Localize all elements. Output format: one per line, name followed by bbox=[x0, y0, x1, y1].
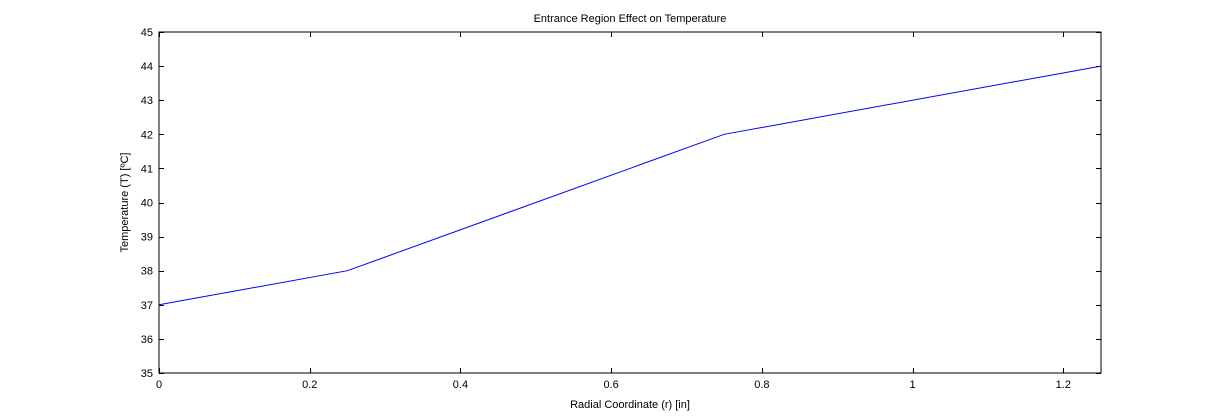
y-tick-label: 39 bbox=[141, 232, 153, 244]
x-tick-label: 0.4 bbox=[453, 379, 468, 391]
x-tick-label: 1.2 bbox=[1056, 379, 1071, 391]
y-tick-label: 42 bbox=[141, 129, 153, 141]
y-tick-label: 36 bbox=[141, 334, 153, 346]
y-tick-label: 43 bbox=[141, 95, 153, 107]
x-tick-label: 0 bbox=[156, 379, 162, 391]
chart-title: Entrance Region Effect on Temperature bbox=[534, 13, 727, 25]
x-tick-label: 0.6 bbox=[604, 379, 619, 391]
y-tick-label: 37 bbox=[141, 300, 153, 312]
x-tick-label: 1 bbox=[910, 379, 916, 391]
y-tick-label: 45 bbox=[141, 27, 153, 39]
x-axis-label: Radial Coordinate (r) [in] bbox=[570, 399, 690, 411]
y-axis-label: Temperature (T) [ºC] bbox=[119, 153, 131, 253]
y-tick-label: 35 bbox=[141, 368, 153, 380]
y-tick-label: 38 bbox=[141, 266, 153, 278]
y-tick-label: 44 bbox=[141, 61, 153, 73]
y-tick-label: 40 bbox=[141, 198, 153, 210]
axes-box bbox=[158, 31, 1102, 374]
x-tick-label: 0.2 bbox=[302, 379, 317, 391]
series-line bbox=[158, 65, 1102, 306]
x-tick-label: 0.8 bbox=[754, 379, 769, 391]
y-tick-label: 41 bbox=[141, 163, 153, 175]
plot-area: 0 0.2 0.4 0.6 0.8 1 1.2 35 36 37 38 39 40 41 42 43 44 45 bbox=[141, 27, 1102, 391]
